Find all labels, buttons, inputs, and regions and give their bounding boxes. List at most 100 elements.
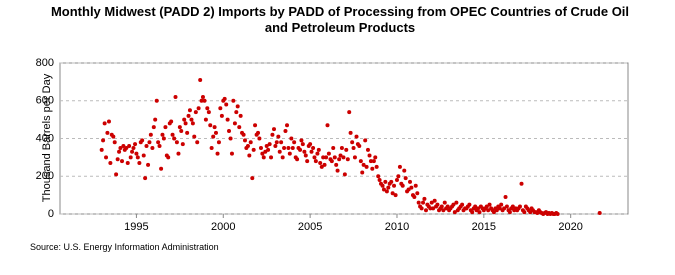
data-point xyxy=(106,119,111,124)
data-point xyxy=(451,202,456,207)
data-point xyxy=(186,113,191,118)
data-point xyxy=(429,200,434,205)
data-point xyxy=(141,153,146,158)
data-point xyxy=(358,159,363,164)
data-point xyxy=(300,142,305,147)
data-point xyxy=(180,142,185,147)
data-point xyxy=(111,134,116,139)
data-point xyxy=(597,211,602,216)
data-point xyxy=(555,212,560,216)
data-point xyxy=(143,176,148,181)
data-point xyxy=(258,145,263,150)
data-point xyxy=(212,125,217,130)
data-point xyxy=(203,117,208,122)
data-point xyxy=(232,121,237,126)
data-point xyxy=(416,200,421,205)
data-point xyxy=(390,191,395,196)
data-point xyxy=(517,204,522,209)
data-point xyxy=(151,125,156,130)
data-point xyxy=(150,145,155,150)
data-point xyxy=(105,130,110,135)
data-point xyxy=(146,162,151,167)
data-point xyxy=(370,166,375,171)
data-point xyxy=(354,134,359,139)
data-point xyxy=(125,161,130,166)
data-point xyxy=(380,183,385,188)
y-tick-label: 600 xyxy=(36,95,54,107)
data-point xyxy=(114,172,119,177)
data-point xyxy=(302,149,307,154)
data-point xyxy=(134,151,139,156)
data-point xyxy=(251,147,256,152)
y-tick-label: 0 xyxy=(48,208,54,220)
data-point xyxy=(347,110,352,115)
data-point xyxy=(128,155,133,160)
data-point xyxy=(522,210,527,215)
data-point xyxy=(408,179,413,184)
data-point xyxy=(148,132,153,137)
source-note: Source: U.S. Energy Information Administ… xyxy=(30,242,219,252)
data-point xyxy=(367,153,372,158)
data-point xyxy=(170,132,175,137)
data-point xyxy=(400,183,405,188)
data-point xyxy=(224,102,229,107)
data-point xyxy=(144,144,149,149)
data-point xyxy=(321,155,326,160)
data-point xyxy=(394,178,399,183)
data-point xyxy=(257,136,262,141)
data-point xyxy=(308,142,313,147)
data-point xyxy=(282,145,287,150)
data-point xyxy=(415,191,420,196)
data-point xyxy=(206,110,211,115)
y-axis-label: Thousand Barrels per Day xyxy=(41,73,53,202)
data-point xyxy=(312,155,317,160)
data-point xyxy=(182,117,187,122)
data-point xyxy=(280,155,285,160)
data-point xyxy=(174,140,179,145)
data-point xyxy=(396,174,401,179)
data-point xyxy=(452,210,457,215)
data-point xyxy=(499,202,504,207)
data-point xyxy=(345,157,350,162)
data-point xyxy=(234,110,239,115)
data-point xyxy=(352,155,357,160)
data-point xyxy=(403,176,408,181)
data-point xyxy=(269,155,274,160)
data-point xyxy=(313,159,318,164)
data-point xyxy=(491,210,496,215)
data-point xyxy=(101,138,106,143)
x-tick-label: 2000 xyxy=(211,221,235,233)
data-point xyxy=(271,127,276,132)
data-point xyxy=(454,200,459,205)
data-point xyxy=(261,155,266,160)
data-point xyxy=(231,98,236,103)
data-point xyxy=(419,206,424,211)
data-point xyxy=(104,155,109,160)
data-point xyxy=(130,149,135,154)
data-point xyxy=(218,106,223,111)
data-point xyxy=(137,161,142,166)
data-point xyxy=(157,144,162,149)
data-point xyxy=(487,202,492,207)
data-point xyxy=(199,98,204,103)
data-point xyxy=(112,140,117,145)
data-point xyxy=(222,96,227,101)
data-point xyxy=(283,128,288,133)
y-tick-label: 800 xyxy=(36,57,54,69)
data-point xyxy=(190,121,195,126)
data-point xyxy=(377,178,382,183)
data-point xyxy=(276,134,281,139)
data-point xyxy=(115,157,120,162)
data-point xyxy=(209,145,214,150)
data-point xyxy=(160,132,165,137)
data-point xyxy=(208,123,213,128)
data-point xyxy=(364,164,369,169)
data-point xyxy=(477,210,482,215)
data-point xyxy=(245,144,250,149)
data-point xyxy=(473,204,478,209)
x-tick-label: 1995 xyxy=(124,221,148,233)
data-point xyxy=(322,162,327,167)
data-point xyxy=(383,179,388,184)
data-point xyxy=(235,104,240,109)
data-point xyxy=(384,189,389,194)
